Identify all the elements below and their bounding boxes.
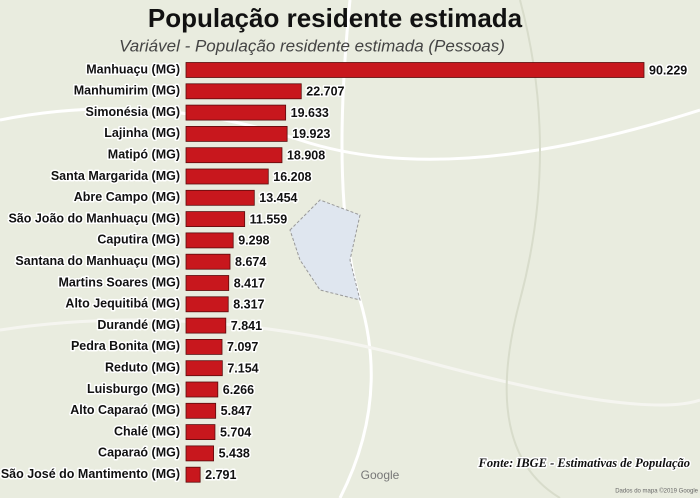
value-label: 7.097 [227, 340, 258, 354]
category-label: Durandé (MG) [97, 318, 180, 332]
category-label: Manhuaçu (MG) [86, 62, 180, 76]
value-label: 22.707 [306, 85, 344, 99]
category-label: Reduto (MG) [105, 360, 180, 374]
bar [185, 317, 227, 334]
bar [185, 338, 223, 355]
category-label: Pedra Bonita (MG) [71, 339, 180, 353]
value-label: 2.791 [205, 468, 236, 482]
value-label: 18.908 [287, 148, 325, 162]
bar [185, 381, 219, 398]
bar [185, 147, 283, 164]
category-label: Martins Soares (MG) [58, 275, 180, 289]
category-label: Chalé (MG) [114, 424, 180, 438]
bar [185, 232, 234, 249]
map-attribution: Dados do mapa ©2019 Google [615, 488, 698, 495]
bar [185, 83, 302, 100]
category-label: Caputira (MG) [97, 233, 180, 247]
value-label: 7.841 [231, 319, 262, 333]
bar [185, 466, 201, 483]
value-label: 8.674 [235, 255, 266, 269]
bar [185, 424, 216, 441]
bar [185, 445, 215, 462]
bar [185, 360, 223, 377]
bar [185, 296, 229, 313]
map-logo: Google [361, 468, 400, 482]
chart-subtitle: Variável - População residente estimada … [119, 36, 505, 55]
value-label: 5.704 [220, 425, 251, 439]
value-label: 8.317 [233, 298, 264, 312]
value-label: 90.229 [649, 63, 687, 77]
category-label: São José do Mantimento (MG) [1, 467, 180, 481]
bar [185, 126, 288, 142]
category-label: Alto Caparaó (MG) [70, 403, 180, 417]
bar [185, 211, 246, 228]
value-label: 8.417 [234, 276, 265, 290]
category-label: Simonésia (MG) [86, 105, 180, 119]
source: Fonte: IBGE - Estimativas de População [478, 456, 690, 470]
value-label: 5.438 [219, 447, 250, 461]
category-label: Santa Margarida (MG) [51, 169, 180, 183]
category-label: São João do Manhuaçu (MG) [8, 211, 180, 225]
value-label: 7.154 [227, 361, 258, 375]
bar [185, 189, 255, 206]
category-label: Alto Jequitibá (MG) [65, 297, 180, 311]
category-label: Matipó (MG) [108, 147, 180, 161]
value-label: 19.633 [291, 106, 329, 120]
category-label: Abre Campo (MG) [74, 190, 180, 204]
value-label: 13.454 [259, 191, 297, 205]
bar [185, 168, 269, 185]
bar [185, 104, 287, 121]
value-label: 16.208 [273, 170, 311, 184]
chart-title: População residente estimada [148, 3, 523, 33]
value-label: 9.298 [238, 234, 269, 248]
category-label: Lajinha (MG) [104, 126, 180, 140]
value-label: 19.923 [292, 127, 330, 141]
category-label: Caparaó (MG) [98, 446, 180, 460]
category-label: Manhumirim (MG) [74, 84, 180, 98]
category-label: Luisburgo (MG) [87, 382, 180, 396]
value-label: 11.559 [250, 212, 288, 226]
category-label: Santana do Manhuaçu (MG) [15, 254, 180, 268]
bar [185, 275, 230, 291]
bar [185, 253, 231, 270]
bar [185, 402, 217, 419]
value-label: 5.847 [221, 404, 252, 418]
bar [185, 62, 645, 78]
value-label: 6.266 [223, 383, 254, 397]
